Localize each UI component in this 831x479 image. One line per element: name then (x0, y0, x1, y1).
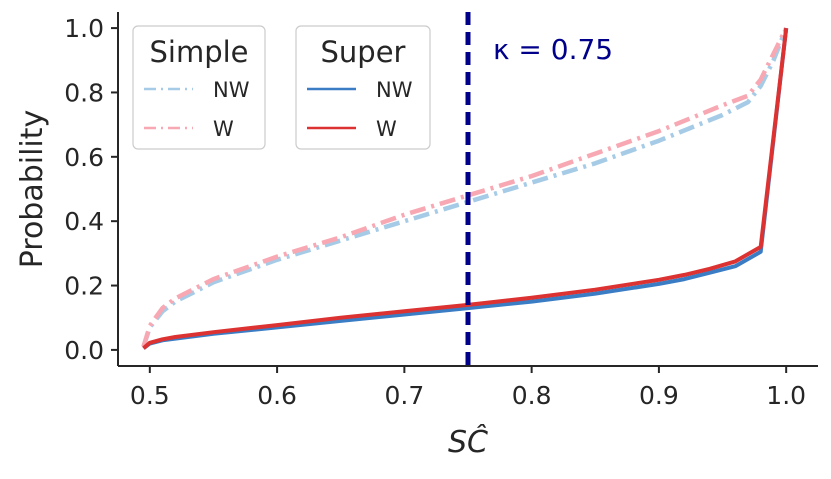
legend-label: NW (376, 78, 413, 102)
legend-box (132, 25, 266, 150)
legend-super: Super NW W (295, 25, 431, 150)
legend-box (295, 25, 431, 150)
y-tick-label: 1.0 (64, 14, 104, 43)
y-tick-label: 0.0 (64, 336, 104, 365)
legend-label: W (213, 117, 234, 141)
kappa-annotation: κ = 0.75 (493, 33, 613, 66)
legend-title: Simple (149, 35, 248, 69)
legend-simple: Simple NW W (132, 25, 266, 150)
legends: Simple NW W Super NW W (132, 25, 431, 150)
y-tick-label: 0.4 (64, 207, 104, 236)
y-tick-label: 0.6 (64, 143, 104, 172)
x-tick-label: 0.6 (257, 381, 297, 410)
x-tick-label: 0.5 (130, 381, 170, 410)
y-axis-title: Probability (15, 110, 50, 269)
legend-label: NW (213, 78, 250, 102)
legend-title: Super (321, 35, 406, 69)
y-tick-label: 0.8 (64, 78, 104, 107)
x-axis-title: SĈ (448, 423, 488, 460)
legend-label: W (376, 117, 397, 141)
x-tick-label: 1.0 (766, 381, 806, 410)
x-tick-label: 0.7 (384, 381, 424, 410)
x-tick-label: 0.8 (512, 381, 552, 410)
series-simple-w (141, 27, 789, 348)
x-tick-label: 0.9 (639, 381, 679, 410)
y-tick-label: 0.2 (64, 272, 104, 301)
axes: 0.5 0.6 0.7 0.8 0.9 1.0 0.0 0.2 0.4 0.6 0.8 1.0 (64, 12, 818, 410)
